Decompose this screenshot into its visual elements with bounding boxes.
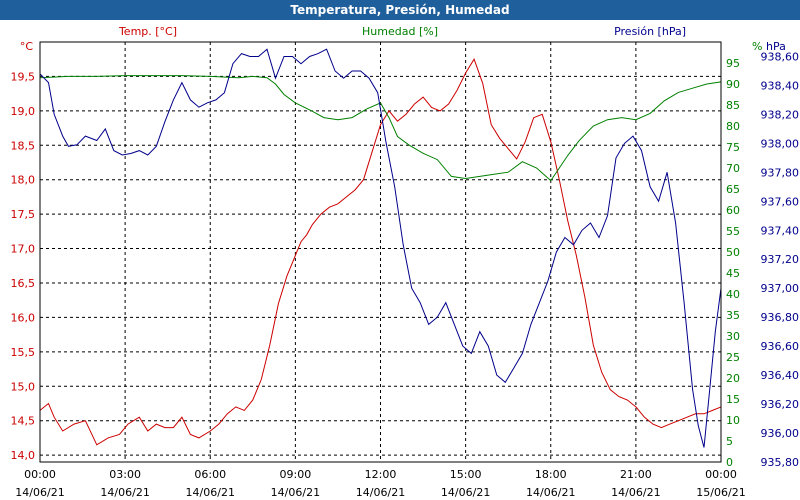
x-tick-date: 14/06/21: [100, 486, 149, 499]
temp-tick-label: 18,5: [11, 139, 36, 152]
temperature-line: [39, 58, 722, 446]
pressure-tick-label: 937,60: [761, 195, 800, 208]
x-tick-date: 14/06/21: [356, 486, 405, 499]
temp-tick-label: 14,0: [11, 449, 36, 462]
temp-tick-label: 19,5: [11, 70, 36, 83]
humidity-tick-label: 70: [726, 162, 740, 175]
humidity-tick-label: 60: [726, 204, 740, 217]
pressure-tick-label: 937,20: [761, 253, 800, 266]
pressure-tick-label: 937,80: [761, 166, 800, 179]
gridlines: [40, 42, 721, 462]
temp-tick-label: 17,5: [11, 208, 36, 221]
pressure-tick-label: 935,80: [761, 456, 800, 469]
humidity-tick-label: 65: [726, 183, 740, 196]
humidity-tick-label: 10: [726, 414, 740, 427]
humidity-tick-label: 0: [726, 456, 733, 469]
humidity-unit-label: %: [752, 40, 762, 53]
x-tick-time: 21:00: [620, 468, 652, 481]
pressure-tick-label: 937,40: [761, 224, 800, 237]
x-tick-date: 14/06/21: [441, 486, 490, 499]
x-tick-date: 14/06/21: [271, 486, 320, 499]
humidity-axis-title: Humedad [%]: [362, 25, 438, 38]
humidity-tick-label: 25: [726, 351, 740, 364]
x-tick-time: 06:00: [194, 468, 226, 481]
temp-tick-label: 19,0: [11, 105, 36, 118]
pressure-unit-label: hPa: [766, 40, 786, 53]
tick-labels: 00:00 14/06/21 03:00 14/06/21 06:00 14/06/21 0…: [11, 50, 800, 499]
pressure-axis-title: Presión [hPa]: [614, 25, 686, 38]
humidity-tick-label: 80: [726, 120, 740, 133]
plot-area: [0, 20, 800, 500]
pressure-tick-label: 938,60: [761, 50, 800, 63]
series-lines: [39, 48, 722, 448]
x-tick-date: 14/06/21: [526, 486, 575, 499]
humidity-tick-label: 95: [726, 57, 740, 70]
humidity-line: [39, 75, 722, 182]
humidity-tick-label: 15: [726, 393, 740, 406]
pressure-tick-label: 936,20: [761, 398, 800, 411]
pressure-tick-label: 937,00: [761, 282, 800, 295]
plot-frame: [39, 41, 722, 463]
humidity-tick-label: 50: [726, 246, 740, 259]
pressure-tick-label: 936,80: [761, 311, 800, 324]
temp-unit-label: °C: [20, 40, 34, 53]
humidity-tick-label: 40: [726, 288, 740, 301]
temp-tick-label: 16,5: [11, 277, 36, 290]
pressure-tick-label: 938,00: [761, 137, 800, 150]
x-tick-time: 18:00: [535, 468, 567, 481]
humidity-tick-label: 30: [726, 330, 740, 343]
humidity-tick-label: 85: [726, 99, 740, 112]
pressure-line: [39, 48, 722, 448]
humidity-tick-label: 90: [726, 78, 740, 91]
x-tick-time: 03:00: [109, 468, 141, 481]
x-tick-date: 14/06/21: [15, 486, 64, 499]
humidity-tick-label: 45: [726, 267, 740, 280]
humidity-tick-label: 20: [726, 372, 740, 385]
x-tick-time: 00:00: [24, 468, 56, 481]
pressure-tick-label: 936,40: [761, 369, 800, 382]
pressure-tick-label: 936,00: [761, 427, 800, 440]
pressure-tick-label: 938,20: [761, 108, 800, 121]
chart-title: Temperatura, Presión, Humedad: [0, 0, 800, 20]
temp-tick-label: 16,0: [11, 311, 36, 324]
humidity-tick-label: 5: [726, 435, 733, 448]
x-tick-date: 14/06/21: [611, 486, 660, 499]
temp-tick-label: 18,0: [11, 174, 36, 187]
temp-tick-label: 15,0: [11, 380, 36, 393]
humidity-tick-label: 75: [726, 141, 740, 154]
pressure-tick-label: 938,40: [761, 79, 800, 92]
line-chart: °C Temp. [°C] Humedad [%] Presión [hPa] …: [0, 20, 800, 500]
pressure-tick-label: 936,60: [761, 340, 800, 353]
humidity-tick-label: 55: [726, 225, 740, 238]
x-tick-date: 14/06/21: [186, 486, 235, 499]
temp-axis-title: Temp. [°C]: [118, 25, 177, 38]
humidity-tick-label: 35: [726, 309, 740, 322]
x-tick-time: 12:00: [365, 468, 397, 481]
x-tick-time: 15:00: [450, 468, 482, 481]
temp-tick-label: 15,5: [11, 346, 36, 359]
temp-tick-label: 17,0: [11, 243, 36, 256]
x-tick-date: 15/06/21: [696, 486, 745, 499]
x-tick-time: 09:00: [280, 468, 312, 481]
x-tick-time: 00:00: [705, 468, 737, 481]
temp-tick-label: 14,5: [11, 415, 36, 428]
